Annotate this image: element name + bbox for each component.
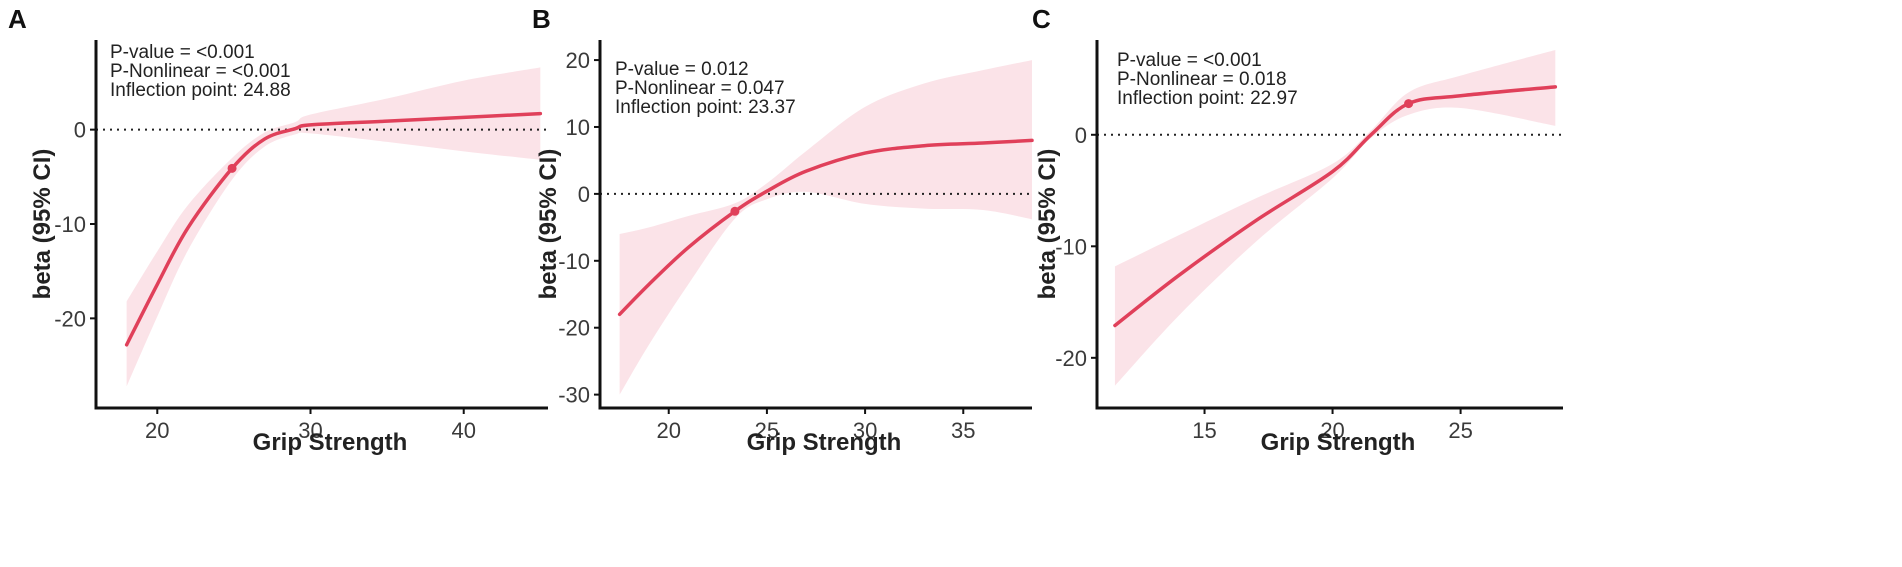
panel-letter-b: B — [532, 4, 551, 34]
beta-line-c — [1113, 85, 1558, 328]
x-axis-title-b: Grip Strength — [747, 429, 902, 456]
x-tick-label-a: 20 — [145, 418, 169, 443]
inflection-marker-a — [227, 163, 237, 173]
panel-letter-a: A — [8, 4, 27, 34]
y-tick-label-c: 0 — [1075, 123, 1087, 148]
y-tick-label-b: -10 — [558, 249, 590, 274]
beta-line-b — [617, 138, 1034, 317]
annotation-c-3: Inflection point: 22.97 — [1117, 88, 1298, 109]
y-tick-label-a: -10 — [54, 212, 86, 237]
y-axis-title-b: beta (95% CI) — [535, 149, 562, 300]
y-tick-label-b: 0 — [578, 182, 590, 207]
y-tick-label-a: 0 — [74, 118, 86, 143]
y-tick-label-b: -20 — [558, 316, 590, 341]
x-tick-label-b: 30 — [853, 418, 877, 443]
annotation-b-1: P-value = 0.012 — [615, 59, 749, 80]
x-tick-label-c: 25 — [1448, 418, 1472, 443]
x-tick-label-a: 40 — [451, 418, 475, 443]
x-tick-label-b: 25 — [755, 418, 779, 443]
annotation-c-1: P-value = <0.001 — [1117, 50, 1262, 71]
x-tick-label-b: 20 — [656, 418, 680, 443]
annotation-b-2: P-Nonlinear = 0.047 — [615, 78, 785, 99]
panel-a: A -20 -10 0 20 30 40 Grip Strength beta (95% CI)… — [8, 4, 548, 456]
x-axis-title-a: Grip Strength — [253, 429, 408, 456]
x-tick-label-c: 15 — [1192, 418, 1216, 443]
inflection-marker-c — [1404, 99, 1414, 109]
y-tick-label-c: -10 — [1055, 234, 1087, 259]
x-tick-label-b: 35 — [951, 418, 975, 443]
y-axis-title-c: beta (95% CI) — [1034, 149, 1061, 300]
y-tick-label-a: -20 — [54, 306, 86, 331]
annotation-a-3: Inflection point: 24.88 — [110, 80, 291, 101]
annotation-c-2: P-Nonlinear = 0.018 — [1117, 69, 1287, 90]
panel-b: B -30 -20 -10 0 10 20 20 25 30 35 Grip Strength beta… — [532, 4, 1034, 456]
x-tick-label-c: 20 — [1320, 418, 1344, 443]
inflection-marker-b — [730, 206, 740, 216]
ci-band-a — [126, 67, 541, 387]
panel-letter-c: C — [1032, 4, 1051, 34]
annotation-b-3: Inflection point: 23.37 — [615, 97, 796, 118]
y-tick-label-b: 10 — [566, 115, 590, 140]
annotation-a-1: P-value = <0.001 — [110, 42, 255, 63]
x-axis-title-c: Grip Strength — [1261, 429, 1416, 456]
x-tick-label-a: 30 — [298, 418, 322, 443]
y-tick-label-b: 20 — [566, 48, 590, 73]
y-tick-label-c: -20 — [1055, 346, 1087, 371]
annotation-a-2: P-Nonlinear = <0.001 — [110, 61, 291, 82]
y-axis-title-a: beta (95% CI) — [29, 149, 56, 300]
y-tick-label-b: -30 — [558, 383, 590, 408]
ci-band-c — [1114, 50, 1556, 386]
panel-c: C -20 -10 0 15 20 25 Grip Strength beta (95% CI)… — [1032, 4, 1563, 456]
beta-line-a — [124, 111, 543, 347]
